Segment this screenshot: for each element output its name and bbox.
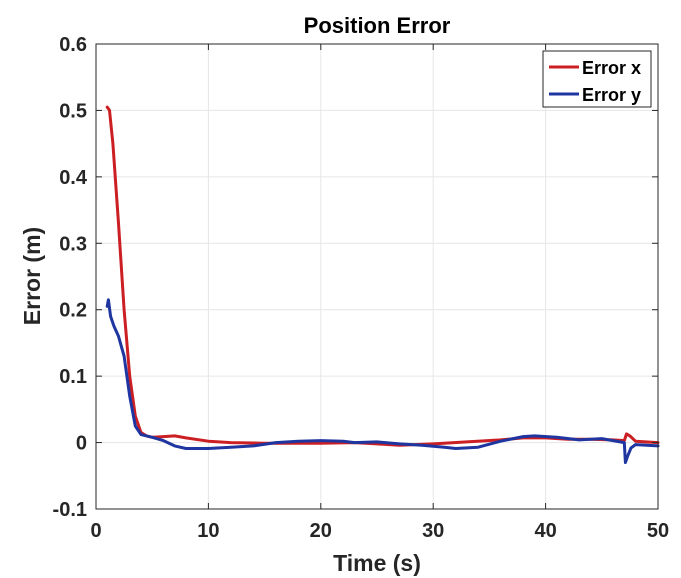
- y-axis-title: Error (m): [19, 227, 45, 325]
- y-tick-label: 0.2: [59, 300, 87, 322]
- legend-label-error-x: Error x: [582, 58, 641, 78]
- x-axis-title: Time (s): [333, 550, 421, 576]
- series-line-error-y: [105, 298, 660, 464]
- plot-frame: [95, 43, 659, 510]
- ticks: [95, 43, 659, 510]
- series-line-error-x: [105, 105, 660, 447]
- y-tick-label: 0: [76, 433, 87, 455]
- x-tick-label: 50: [647, 520, 669, 542]
- y-tick-label: 0.1: [59, 366, 87, 388]
- y-tick-label: 0.3: [59, 233, 87, 255]
- legend-box: [542, 50, 652, 108]
- x-tick-label: 40: [534, 520, 556, 542]
- x-tick-label: 30: [422, 520, 444, 542]
- legend-label-error-y: Error y: [582, 85, 641, 105]
- x-tick-label: 20: [310, 520, 332, 542]
- y-tick-label: 0.6: [59, 34, 87, 56]
- y-tick-label: 0.5: [59, 100, 87, 122]
- legend: Error x Error y: [542, 50, 652, 108]
- y-tick-label: 0.4: [59, 167, 88, 189]
- x-tick-label: 0: [90, 520, 101, 542]
- plot-lines: [105, 105, 660, 464]
- x-tick-label: 10: [197, 520, 219, 542]
- y-tick-label: -0.1: [53, 499, 87, 521]
- chart-title: Position Error: [304, 13, 451, 38]
- tick-labels: 0 10 20 30 40 50-0.100.10.20.30.40.50.6: [53, 34, 670, 542]
